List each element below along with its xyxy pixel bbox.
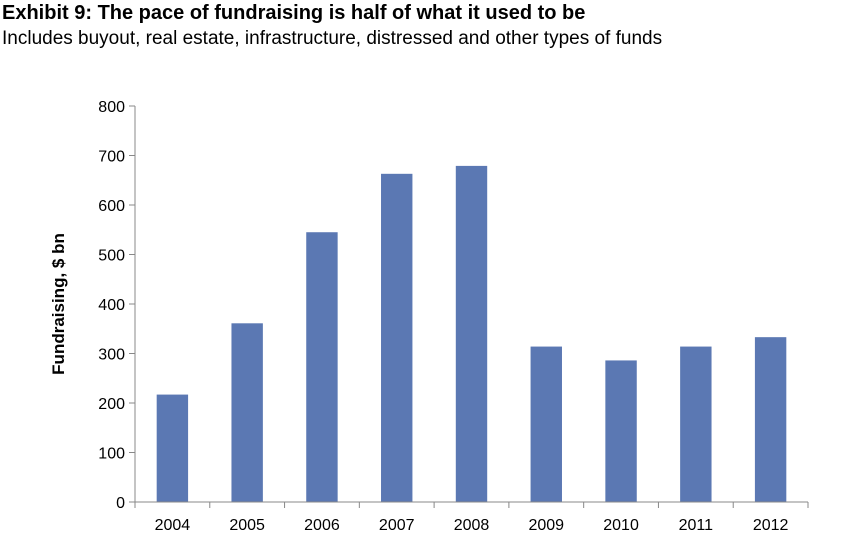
y-tick-label: 300	[98, 347, 125, 364]
bar-2005	[231, 323, 263, 502]
bar-2009	[530, 346, 562, 502]
y-tick-label: 400	[98, 297, 125, 314]
y-tick-label: 700	[98, 149, 125, 166]
x-tick-label: 2005	[229, 517, 265, 534]
bar-2004	[156, 394, 189, 502]
bar-2011	[680, 346, 712, 502]
x-tick-label: 2007	[379, 517, 415, 534]
y-axis-title: Fundraising, $ bn	[49, 233, 68, 375]
bar-2006	[306, 232, 338, 502]
x-tick-label: 2011	[679, 517, 714, 534]
bar-2010	[605, 360, 637, 502]
y-tick-label: 500	[98, 248, 125, 265]
x-tick-label: 2008	[454, 517, 490, 534]
bars-group	[156, 165, 787, 502]
chart-title: Exhibit 9: The pace of fundraising is ha…	[2, 2, 586, 24]
bar-2008	[455, 165, 488, 502]
x-tick-label: 2010	[603, 517, 639, 534]
chart-subtitle: Includes buyout, real estate, infrastruc…	[2, 28, 663, 49]
y-tick-label: 0	[116, 495, 125, 512]
x-tick-label: 2006	[304, 517, 340, 534]
y-tick-label: 100	[98, 446, 125, 463]
y-tick-label: 200	[98, 396, 125, 413]
x-tick-label: 2012	[753, 517, 789, 534]
x-tick-label: 2004	[155, 517, 191, 534]
x-tick-label: 2009	[528, 517, 564, 534]
y-tick-label: 600	[98, 198, 125, 215]
y-axis: 0 100 200 300 400 500 600 700 800	[98, 99, 136, 512]
bar-2007	[381, 173, 413, 502]
y-tick-label: 800	[98, 99, 125, 116]
bar-2012	[754, 337, 787, 502]
x-axis: 2004 2005 2006 2007 2008 2009 2010 2011 2012	[134, 501, 809, 534]
